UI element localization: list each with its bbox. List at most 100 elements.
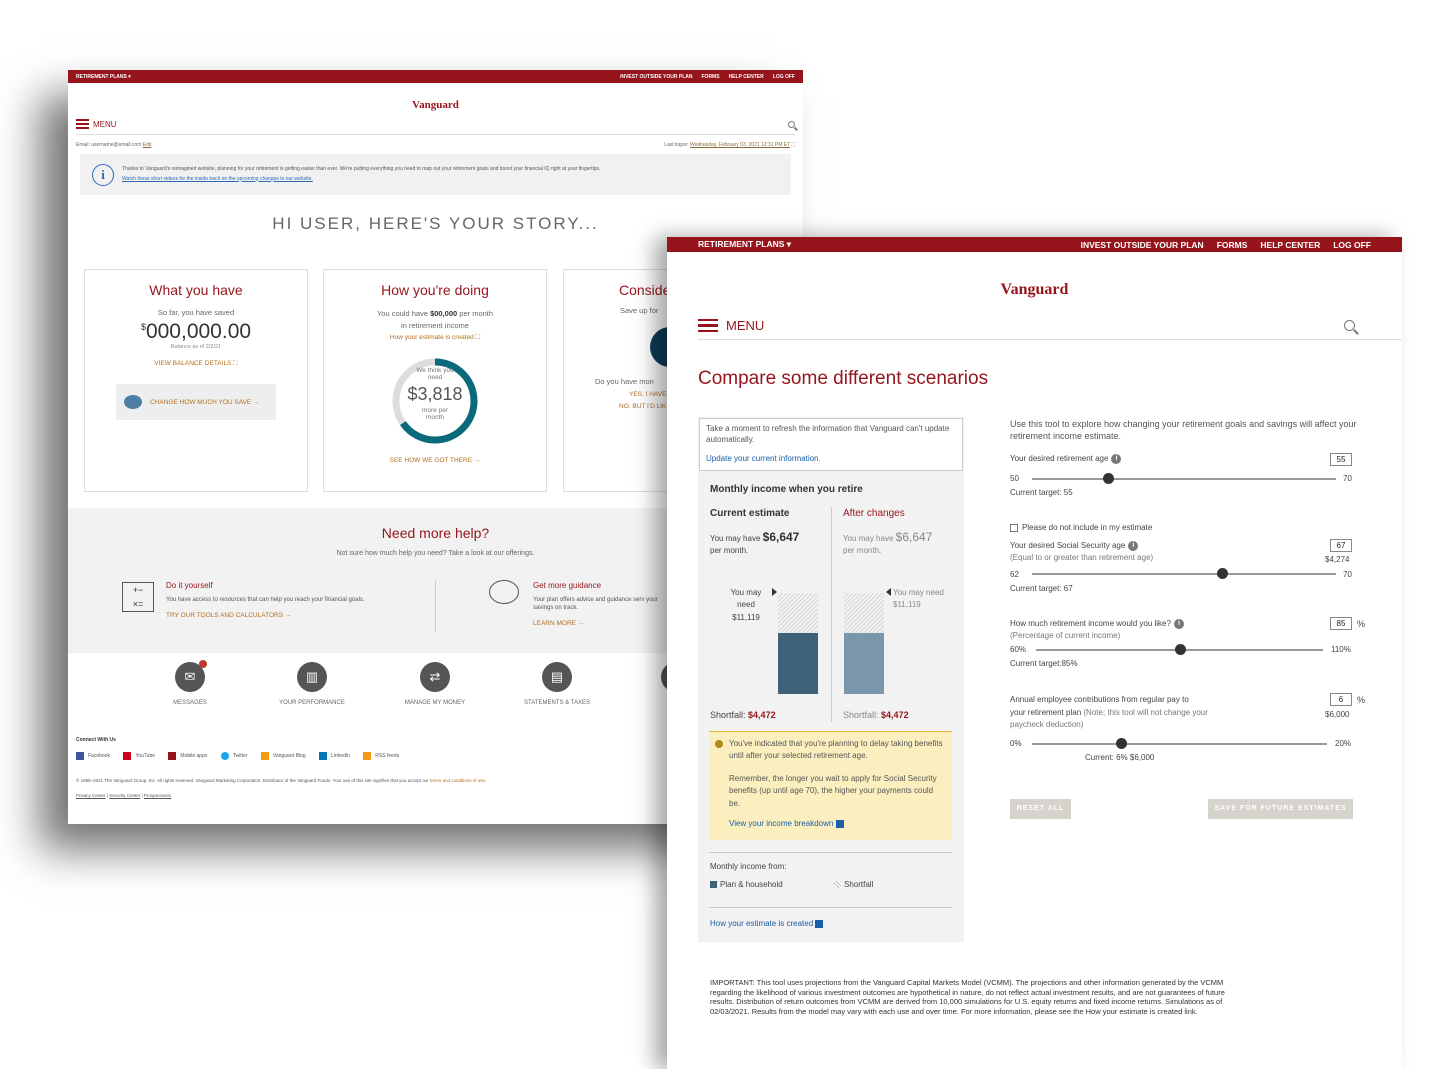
legend-shortfall: Shortfall	[834, 880, 873, 889]
nav-help-center[interactable]: HELP CENTER	[728, 73, 764, 80]
income-pct-min: 60%	[1010, 645, 1027, 654]
tools-calculators-link[interactable]: TRY OUR TOOLS AND CALCULATORS →	[166, 612, 292, 620]
facebook-link[interactable]: Facebook	[76, 752, 110, 760]
view-balance-link[interactable]: VIEW BALANCE DETAILS ⛶	[154, 360, 238, 367]
reset-all-button[interactable]: RESET ALL	[1010, 799, 1071, 819]
retirement-age-track[interactable]	[1032, 478, 1336, 480]
exclude-ss-checkbox[interactable]	[1010, 523, 1018, 532]
manage-money-link[interactable]: ⇄ MANAGE MY MONEY	[385, 662, 485, 706]
search-icon[interactable]	[788, 121, 795, 128]
more-link[interactable]	[647, 662, 667, 692]
after-shortfall-segment	[844, 593, 884, 633]
linkedin-icon	[319, 752, 327, 760]
guidance-title: Get more guidance	[533, 581, 602, 590]
estimate-created-link[interactable]: How your estimate is created	[710, 919, 824, 928]
info-icon[interactable]: i	[1128, 541, 1139, 551]
external-link-icon	[835, 819, 844, 828]
income-pct-target: Current target:85%	[1010, 659, 1078, 668]
update-info-link[interactable]: Update your current information.	[706, 453, 821, 463]
nav-log-off[interactable]: LOG OFF	[772, 73, 795, 80]
menu-button[interactable]: MENU	[76, 116, 117, 134]
vanguard-logo[interactable]: Vanguard	[412, 99, 459, 111]
option-yes[interactable]: YES, I HAVE	[629, 391, 667, 398]
help-subtitle: Not sure how much help you need? Take a …	[336, 550, 535, 557]
last-logon-link[interactable]: Wednesday, February 03, 2021 12:31 PM ET	[690, 142, 791, 148]
diy-text: You have access to resources that can he…	[166, 597, 365, 603]
ss-age-knob[interactable]	[1217, 568, 1228, 579]
blog-link[interactable]: Vanguard Blog	[260, 752, 306, 760]
copyright: © 1995–2021 The Vanguard Group, Inc. All…	[76, 778, 487, 783]
ss-age-track[interactable]	[1032, 573, 1336, 575]
youtube-link[interactable]: YouTube	[123, 752, 155, 760]
column-divider	[831, 507, 832, 722]
after-may-have: You may have $6,647	[843, 530, 933, 544]
edit-email-link[interactable]: Edit	[142, 142, 152, 148]
info-icon[interactable]: i	[1173, 619, 1184, 629]
see-how-link[interactable]: SEE HOW WE GOT THERE →	[389, 457, 481, 464]
info-video-link[interactable]: Watch these short videos for the inside …	[122, 175, 313, 182]
divider	[709, 907, 952, 908]
save-estimates-button[interactable]: SAVE FOR FUTURE ESTIMATES	[1208, 799, 1353, 819]
income-pct-input[interactable]: 85	[1330, 617, 1352, 630]
legend-title: Monthly income from:	[710, 862, 787, 871]
last-logon-label: Last logon:	[664, 142, 689, 148]
security-link[interactable]: Security Center	[109, 793, 141, 798]
linkedin-link[interactable]: LinkedIn	[319, 752, 350, 760]
ss-age-min: 62	[1010, 570, 1019, 579]
retirement-plans-menu[interactable]: RETIREMENT PLANS ▾	[76, 73, 131, 80]
nav-forms[interactable]: FORMS	[701, 73, 720, 80]
learn-more-link[interactable]: LEARN MORE →	[533, 620, 585, 628]
option-no[interactable]: NO, BUT I'D LIK	[619, 403, 667, 410]
rss-link[interactable]: RSS feeds	[363, 752, 399, 760]
income-pct-knob[interactable]	[1174, 644, 1186, 655]
contribution-input[interactable]: 6	[1330, 693, 1352, 706]
vanguard-logo[interactable]: Vanguard	[1000, 281, 1069, 298]
twitter-icon	[220, 752, 229, 760]
mobile-apps-link[interactable]: Mobile apps	[168, 752, 207, 760]
messages-link[interactable]: ✉ MESSAGES	[140, 660, 240, 706]
nav-forms[interactable]: FORMS	[1216, 239, 1248, 250]
income-line-2: in retirement income	[401, 321, 469, 330]
plan-swatch	[710, 881, 717, 889]
income-breakdown-link[interactable]: View your income breakdown	[729, 818, 944, 830]
performance-link[interactable]: ▥ YOUR PERFORMANCE	[262, 662, 362, 706]
change-save-button[interactable]: CHANGE HOW MUCH YOU SAVE →	[116, 384, 276, 420]
social-footer: Connect With Us Facebook YouTube Mobile …	[76, 737, 486, 798]
income-pct-label: How much retirement income would you lik…	[1010, 619, 1184, 629]
retirement-age-label: Your desired retirement age i	[1010, 454, 1122, 464]
search-icon[interactable]	[1344, 320, 1355, 331]
piggy-bank-icon	[124, 395, 142, 409]
refresh-box: Take a moment to refresh the information…	[699, 418, 963, 471]
contribution-track[interactable]	[1032, 743, 1327, 745]
nav-help-center[interactable]: HELP CENTER	[1260, 239, 1321, 250]
story-heading: HI USER, HERE'S YOUR STORY...	[272, 214, 599, 233]
shortfall-swatch	[834, 881, 841, 889]
ss-age-input[interactable]: 67	[1330, 539, 1352, 552]
twitter-link[interactable]: Twitter	[220, 752, 248, 760]
ss-age-label: Your desired Social Security age i	[1010, 541, 1139, 551]
estimate-created-link[interactable]: How your estimate is created ⛶	[389, 334, 481, 341]
page-title: Compare some different scenarios	[698, 368, 989, 389]
divider	[435, 580, 436, 632]
retirement-age-input[interactable]: 55	[1330, 453, 1352, 466]
more-icon	[661, 662, 667, 692]
terms-link[interactable]: terms and conditions of use.	[429, 778, 487, 783]
ring-top-text: We think you need	[416, 367, 454, 382]
info-icon[interactable]: i	[1111, 454, 1122, 464]
privacy-link[interactable]: Privacy Center	[76, 793, 106, 798]
retirement-plans-menu[interactable]: RETIREMENT PLANS ▾	[698, 239, 792, 249]
nav-log-off[interactable]: LOG OFF	[1333, 239, 1371, 250]
contribution-knob[interactable]	[1115, 738, 1127, 749]
menu-button[interactable]: MENU	[698, 316, 764, 336]
statements-label: STATEMENTS & TAXES	[524, 700, 590, 706]
manage-money-label: MANAGE MY MONEY	[404, 700, 466, 706]
nav-invest-outside[interactable]: INVEST OUTSIDE YOUR PLAN	[1080, 239, 1204, 250]
statements-link[interactable]: ▤ STATEMENTS & TAXES	[507, 662, 607, 706]
prospectuses-link[interactable]: Prospectuses	[143, 793, 172, 798]
after-need-label: You may need $11,119	[893, 588, 944, 610]
retirement-age-knob[interactable]	[1103, 473, 1114, 484]
question-text: Do you have mon	[595, 377, 654, 386]
retirement-age-target: Current target: 55	[1010, 488, 1073, 497]
guidance-block: Get more guidance Your plan offers advic…	[533, 581, 803, 627]
nav-invest-outside[interactable]: INVEST OUTSIDE YOUR PLAN	[620, 73, 693, 80]
